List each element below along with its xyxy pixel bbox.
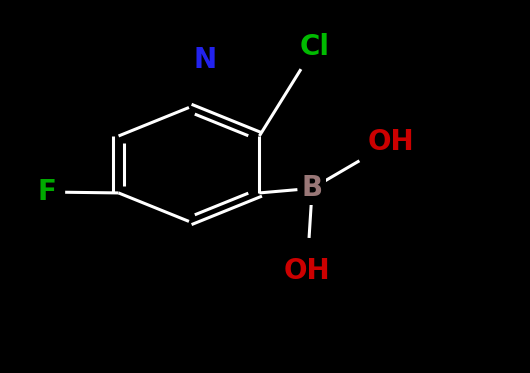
Text: OH: OH bbox=[284, 257, 330, 285]
Text: N: N bbox=[193, 46, 216, 74]
Text: Cl: Cl bbox=[300, 33, 330, 61]
Text: F: F bbox=[38, 178, 57, 206]
Text: OH: OH bbox=[367, 128, 414, 156]
Text: B: B bbox=[302, 174, 323, 202]
